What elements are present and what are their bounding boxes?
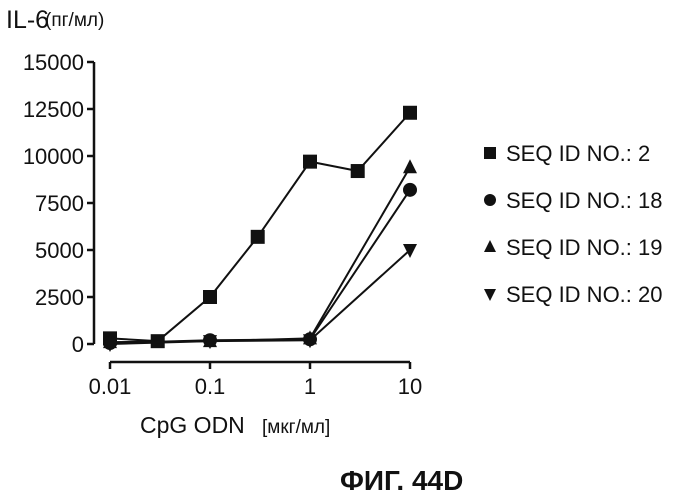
y-tick-label: 0 xyxy=(72,332,84,357)
legend-marker xyxy=(484,194,496,206)
y-tick-label: 7500 xyxy=(35,191,84,216)
y-tick-label: 15000 xyxy=(23,50,84,75)
data-point xyxy=(350,164,365,179)
series-line xyxy=(109,166,411,344)
series-line xyxy=(109,112,411,343)
data-point xyxy=(203,290,217,304)
data-point xyxy=(403,159,417,174)
x-axis-unit: [мкг/мл] xyxy=(262,417,330,438)
data-point xyxy=(303,154,317,169)
data-point xyxy=(103,338,117,352)
y-tick-label: 10000 xyxy=(23,144,84,169)
series-1 xyxy=(103,105,417,349)
legend-marker xyxy=(484,147,496,159)
y-axis-label: IL-6 xyxy=(6,6,49,34)
figure-caption: ФИГ. 44D xyxy=(340,465,463,496)
x-tick-label: 1 xyxy=(304,374,316,399)
plot-area: 0 2500 5000 7500 10000 12500 15000 0.01 0.1 1 10 xyxy=(23,50,422,399)
data-point xyxy=(403,244,417,258)
legend-entry-3: SEQ ID NO.: 19 xyxy=(484,235,663,260)
series-line xyxy=(109,189,411,345)
data-point xyxy=(203,335,217,350)
y-tick-label: 2500 xyxy=(35,285,84,310)
series-line xyxy=(109,249,411,345)
x-tick-label: 0.01 xyxy=(89,374,132,399)
data-point xyxy=(250,229,265,244)
series-4 xyxy=(103,244,417,352)
x-axis-label: CpG ODN xyxy=(140,412,245,438)
x-tick-label: 0.1 xyxy=(195,374,226,399)
x-tick-label: 10 xyxy=(398,374,422,399)
legend-label: SEQ ID NO.: 20 xyxy=(506,282,663,307)
data-point xyxy=(403,105,417,120)
legend-label: SEQ ID NO.: 19 xyxy=(506,235,663,260)
y-axis-unit: (пг/мл) xyxy=(45,10,104,31)
series-2 xyxy=(103,182,417,351)
legend-entry-2: SEQ ID NO.: 18 xyxy=(484,188,663,213)
legend-entry-1: SEQ ID NO.: 2 xyxy=(484,141,650,166)
series-3 xyxy=(103,159,417,349)
data-point xyxy=(303,334,317,349)
legend-marker xyxy=(484,240,496,252)
legend-entry-4: SEQ ID NO.: 20 xyxy=(484,282,663,307)
legend-label: SEQ ID NO.: 2 xyxy=(506,141,650,166)
legend: SEQ ID NO.: 2 SEQ ID NO.: 18 SEQ ID NO.: 1… xyxy=(484,141,663,307)
y-tick-label: 12500 xyxy=(23,97,84,122)
y-tick-label: 5000 xyxy=(35,238,84,263)
legend-marker xyxy=(484,289,496,301)
data-point xyxy=(403,182,417,197)
legend-label: SEQ ID NO.: 18 xyxy=(506,188,663,213)
